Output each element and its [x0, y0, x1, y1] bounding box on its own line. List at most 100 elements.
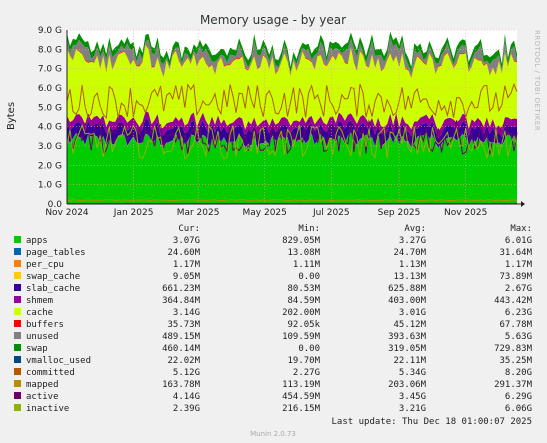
- legend-column-headers: Cur: Min: Avg: Max:: [178, 224, 532, 234]
- legend-min: 0.00: [298, 272, 320, 282]
- legend-min: 829.05M: [282, 236, 321, 246]
- legend-avg: 45.12M: [393, 320, 426, 330]
- y-tick-labels: 0.0 1.0 G 2.0 G 3.0 G 4.0 G 5.0 G 6.0 G 7.0 G 8.…: [38, 26, 62, 210]
- legend-cur: 2.39G: [173, 404, 200, 414]
- legend-cur: 35.73M: [167, 320, 200, 330]
- legend-row: page_tables 24.60M 13.08M 24.70M 31.64M: [14, 248, 533, 258]
- area-unused: [67, 37, 517, 78]
- x-tick-label: Mar 2025: [177, 208, 220, 218]
- legend-swatch: [14, 320, 21, 327]
- legend-row: cache 3.14G 202.00M 3.01G 6.23G: [14, 308, 532, 318]
- grid-lines: [66, 29, 517, 204]
- legend-min: 13.08M: [287, 248, 320, 258]
- y-tick-label: 2.0 G: [38, 161, 62, 171]
- legend-name: inactive: [26, 404, 69, 414]
- header-cur: Cur:: [178, 224, 200, 234]
- legend-row: slab_cache 661.23M 80.53M 625.88M 2.67G: [14, 284, 532, 294]
- legend-name: page_tables: [26, 248, 86, 258]
- legend-avg: 22.11M: [393, 356, 426, 366]
- x-tick-label: Sep 2025: [378, 208, 421, 218]
- legend-cur: 163.78M: [162, 380, 201, 390]
- legend-min: 84.59M: [287, 296, 320, 306]
- legend-name: active: [26, 392, 59, 402]
- legend-avg: 1.13M: [399, 260, 427, 270]
- legend-row: vmalloc_used 22.02M 19.70M 22.11M 35.25M: [14, 356, 533, 366]
- legend-min: 19.70M: [287, 356, 320, 366]
- legend-max: 6.29G: [505, 392, 532, 402]
- legend-cur: 364.84M: [162, 296, 201, 306]
- last-update: Last update: Thu Dec 18 01:00:07 2025: [332, 417, 532, 427]
- line-committed: [66, 82, 518, 120]
- legend-cur: 489.15M: [162, 332, 201, 342]
- legend-cur: 22.02M: [167, 356, 200, 366]
- legend-row: active 4.14G 454.59M 3.45G 6.29G: [14, 392, 532, 402]
- x-axis-arrow: [521, 201, 525, 207]
- legend-avg: 393.63M: [388, 332, 427, 342]
- legend-swatch: [14, 368, 21, 375]
- legend-cur: 460.14M: [162, 344, 201, 354]
- legend-avg: 3.27G: [399, 236, 426, 246]
- legend-max: 35.25M: [499, 356, 532, 366]
- line-mapped: [66, 199, 518, 202]
- legend-cur: 3.14G: [173, 308, 200, 318]
- header-avg: Avg:: [404, 224, 426, 234]
- y-tick-label: 0.0: [48, 200, 63, 210]
- legend-avg: 3.45G: [399, 392, 426, 402]
- header-max: Max:: [510, 224, 532, 234]
- legend-swatch: [14, 260, 21, 267]
- legend-max: 1.17M: [505, 260, 533, 270]
- legend-avg: 5.34G: [399, 368, 426, 378]
- legend-swatch: [14, 332, 21, 339]
- legend-name: vmalloc_used: [26, 356, 91, 366]
- legend-max: 67.78M: [499, 320, 532, 330]
- chart-title: Memory usage - by year: [200, 13, 346, 27]
- x-tick-label: Nov 2024: [45, 208, 89, 218]
- x-tick-label: May 2025: [243, 208, 287, 218]
- area-apps: [67, 133, 517, 204]
- munin-version: Munin 2.0.73: [250, 430, 296, 438]
- legend-swatch: [14, 308, 21, 315]
- legend-cur: 3.07G: [173, 236, 200, 246]
- x-tick-labels: Nov 2024 Jan 2025 Mar 2025 May 2025 Jul 2025…: [45, 208, 487, 218]
- legend-max: 73.89M: [499, 272, 532, 282]
- legend-min: 454.59M: [282, 392, 321, 402]
- legend-cur: 661.23M: [162, 284, 201, 294]
- area-shmem: [67, 111, 517, 139]
- legend-avg: 3.21G: [399, 404, 426, 414]
- legend-name: shmem: [26, 296, 53, 306]
- legend-max: 5.63G: [505, 332, 532, 342]
- legend-row: per_cpu 1.17M 1.11M 1.13M 1.17M: [14, 260, 533, 270]
- legend-name: per_cpu: [26, 260, 64, 270]
- legend-avg: 319.05M: [388, 344, 427, 354]
- legend-min: 80.53M: [287, 284, 320, 294]
- legend-max: 6.01G: [505, 236, 532, 246]
- y-tick-label: 8.0 G: [38, 45, 62, 55]
- legend-name: apps: [26, 236, 48, 246]
- legend-name: swap_cache: [26, 272, 80, 282]
- y-tick-label: 7.0 G: [38, 65, 62, 75]
- legend-min: 109.59M: [282, 332, 321, 342]
- legend-max: 291.37M: [494, 380, 533, 390]
- legend-max: 8.20G: [505, 368, 532, 378]
- legend-row: shmem 364.84M 84.59M 403.00M 443.42M: [14, 296, 533, 306]
- legend-avg: 13.13M: [393, 272, 426, 282]
- legend-swatch: [14, 284, 21, 291]
- legend-name: committed: [26, 368, 75, 378]
- legend-max: 31.64M: [499, 248, 532, 258]
- legend-name: buffers: [26, 320, 64, 330]
- legend-swatch: [14, 404, 21, 411]
- legend-max: 2.67G: [505, 284, 532, 294]
- legend-swatch: [14, 380, 21, 387]
- x-tick-label: Jan 2025: [113, 208, 154, 218]
- area-slab-cache: [67, 118, 517, 148]
- legend-row: unused 489.15M 109.59M 393.63M 5.63G: [14, 332, 532, 342]
- legend-avg: 203.06M: [388, 380, 427, 390]
- legend-avg: 24.70M: [393, 248, 426, 258]
- legend-row: swap_cache 9.05M 0.00 13.13M 73.89M: [14, 272, 533, 282]
- legend-min: 2.27G: [293, 368, 320, 378]
- legend-swatch: [14, 356, 21, 363]
- legend-min: 216.15M: [282, 404, 321, 414]
- legend-swatch: [14, 392, 21, 399]
- legend-name: slab_cache: [26, 284, 80, 294]
- legend-cur: 4.14G: [173, 392, 200, 402]
